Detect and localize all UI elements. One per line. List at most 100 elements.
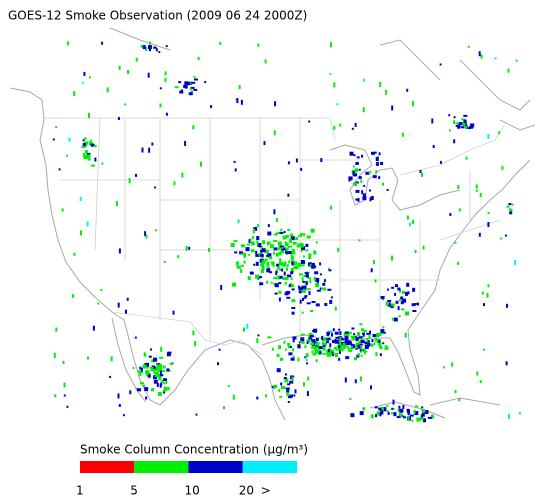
smoke-pixel [361, 190, 364, 195]
smoke-pixel [341, 338, 345, 341]
smoke-pixel [82, 81, 85, 84]
smoke-pixel [382, 326, 385, 329]
smoke-pixel [90, 164, 95, 167]
smoke-pixel [86, 154, 91, 159]
smoke-pixel [413, 409, 416, 414]
smoke-pixel [247, 276, 251, 281]
smoke-pixel [193, 88, 198, 91]
smoke-pixel [363, 184, 366, 187]
colorbar-segment [134, 461, 189, 473]
smoke-pixel [63, 394, 66, 397]
smoke-pixel [455, 122, 459, 125]
smoke-pixel [273, 277, 278, 280]
smoke-pixel [193, 76, 196, 79]
smoke-pixel [279, 232, 284, 234]
smoke-pixel [283, 231, 286, 233]
smoke-pixel [415, 405, 419, 408]
smoke-pixel [241, 244, 245, 248]
smoke-pixel [245, 247, 250, 252]
smoke-pixel [298, 341, 301, 344]
smoke-pixel [404, 332, 407, 338]
smoke-pixel [330, 349, 334, 352]
smoke-pixel [293, 266, 297, 269]
smoke-pixel [349, 398, 352, 401]
smoke-pixel [368, 335, 371, 340]
smoke-pixel [142, 45, 146, 50]
smoke-pixel [154, 373, 159, 378]
smoke-pixel [234, 168, 237, 172]
smoke-pixel [457, 185, 460, 189]
smoke-pixel [276, 232, 280, 235]
smoke-pixel [248, 239, 251, 244]
smoke-pixel [371, 343, 374, 347]
smoke-pixel [462, 122, 466, 127]
smoke-pixel [306, 235, 311, 239]
smoke-pixel [289, 380, 292, 384]
smoke-pixel [301, 243, 304, 248]
smoke-pixel [146, 362, 149, 367]
smoke-pixel [279, 268, 282, 271]
smoke-pixel [294, 389, 297, 394]
smoke-pixel [311, 262, 315, 266]
smoke-pixel [358, 343, 363, 346]
smoke-pixel [291, 307, 296, 309]
colorbar-tick-label: 10 [185, 484, 200, 498]
smoke-pixel [90, 143, 95, 147]
smoke-pixel [300, 233, 303, 236]
smoke-pixel [293, 261, 298, 266]
smoke-pixel [391, 407, 394, 410]
smoke-pixel [329, 352, 334, 356]
smoke-pixel [278, 388, 281, 392]
smoke-pixel [308, 257, 312, 259]
smoke-pixel [273, 240, 278, 242]
smoke-pixel [290, 283, 292, 288]
smoke-pixel [137, 370, 142, 373]
smoke-pixel [483, 348, 486, 351]
smoke-pixel [188, 81, 193, 85]
smoke-pixel [173, 181, 176, 186]
smoke-pixel [457, 261, 460, 265]
smoke-pixel [501, 165, 504, 170]
smoke-pixel [367, 342, 371, 347]
smoke-pixel [289, 346, 292, 348]
smoke-pixel [281, 268, 284, 272]
smoke-pixel [351, 336, 356, 340]
smoke-pixel [259, 253, 264, 257]
smoke-pixel [384, 345, 388, 350]
smoke-pixel [333, 82, 336, 88]
smoke-pixel [290, 357, 295, 361]
smoke-pixel [375, 170, 378, 174]
smoke-pixel [290, 284, 294, 288]
smoke-pixel [140, 44, 143, 48]
smoke-pixel [278, 282, 282, 285]
smoke-pixel [400, 296, 404, 300]
smoke-pixel [149, 366, 154, 369]
smoke-pixel [159, 87, 162, 90]
smoke-pixel [386, 404, 389, 407]
smoke-pixel [315, 241, 318, 244]
smoke-pixel [328, 269, 332, 272]
us-mexico-border [111, 311, 263, 356]
smoke-pixel [315, 341, 318, 346]
smoke-pixel [55, 327, 58, 332]
smoke-pixel [453, 120, 456, 125]
smoke-pixel [183, 84, 188, 88]
smoke-pixel [303, 296, 307, 299]
smoke-pixel [380, 296, 385, 299]
smoke-pixel [234, 251, 238, 254]
smoke-pixel [300, 337, 305, 342]
smoke-pixel [290, 271, 294, 275]
smoke-pixel [411, 303, 416, 307]
smoke-pixel [305, 281, 308, 286]
smoke-pixel [355, 162, 359, 165]
smoke-pixel [267, 253, 272, 258]
smoke-pixel [475, 184, 478, 189]
smoke-pixel [349, 151, 354, 156]
smoke-pixel [154, 229, 157, 232]
smoke-pixel [330, 205, 333, 210]
smoke-pixel [274, 283, 279, 288]
smoke-pixel [286, 267, 288, 271]
smoke-pixel [287, 395, 292, 399]
smoke-pixel [357, 332, 361, 336]
smoke-pixel [405, 291, 408, 296]
